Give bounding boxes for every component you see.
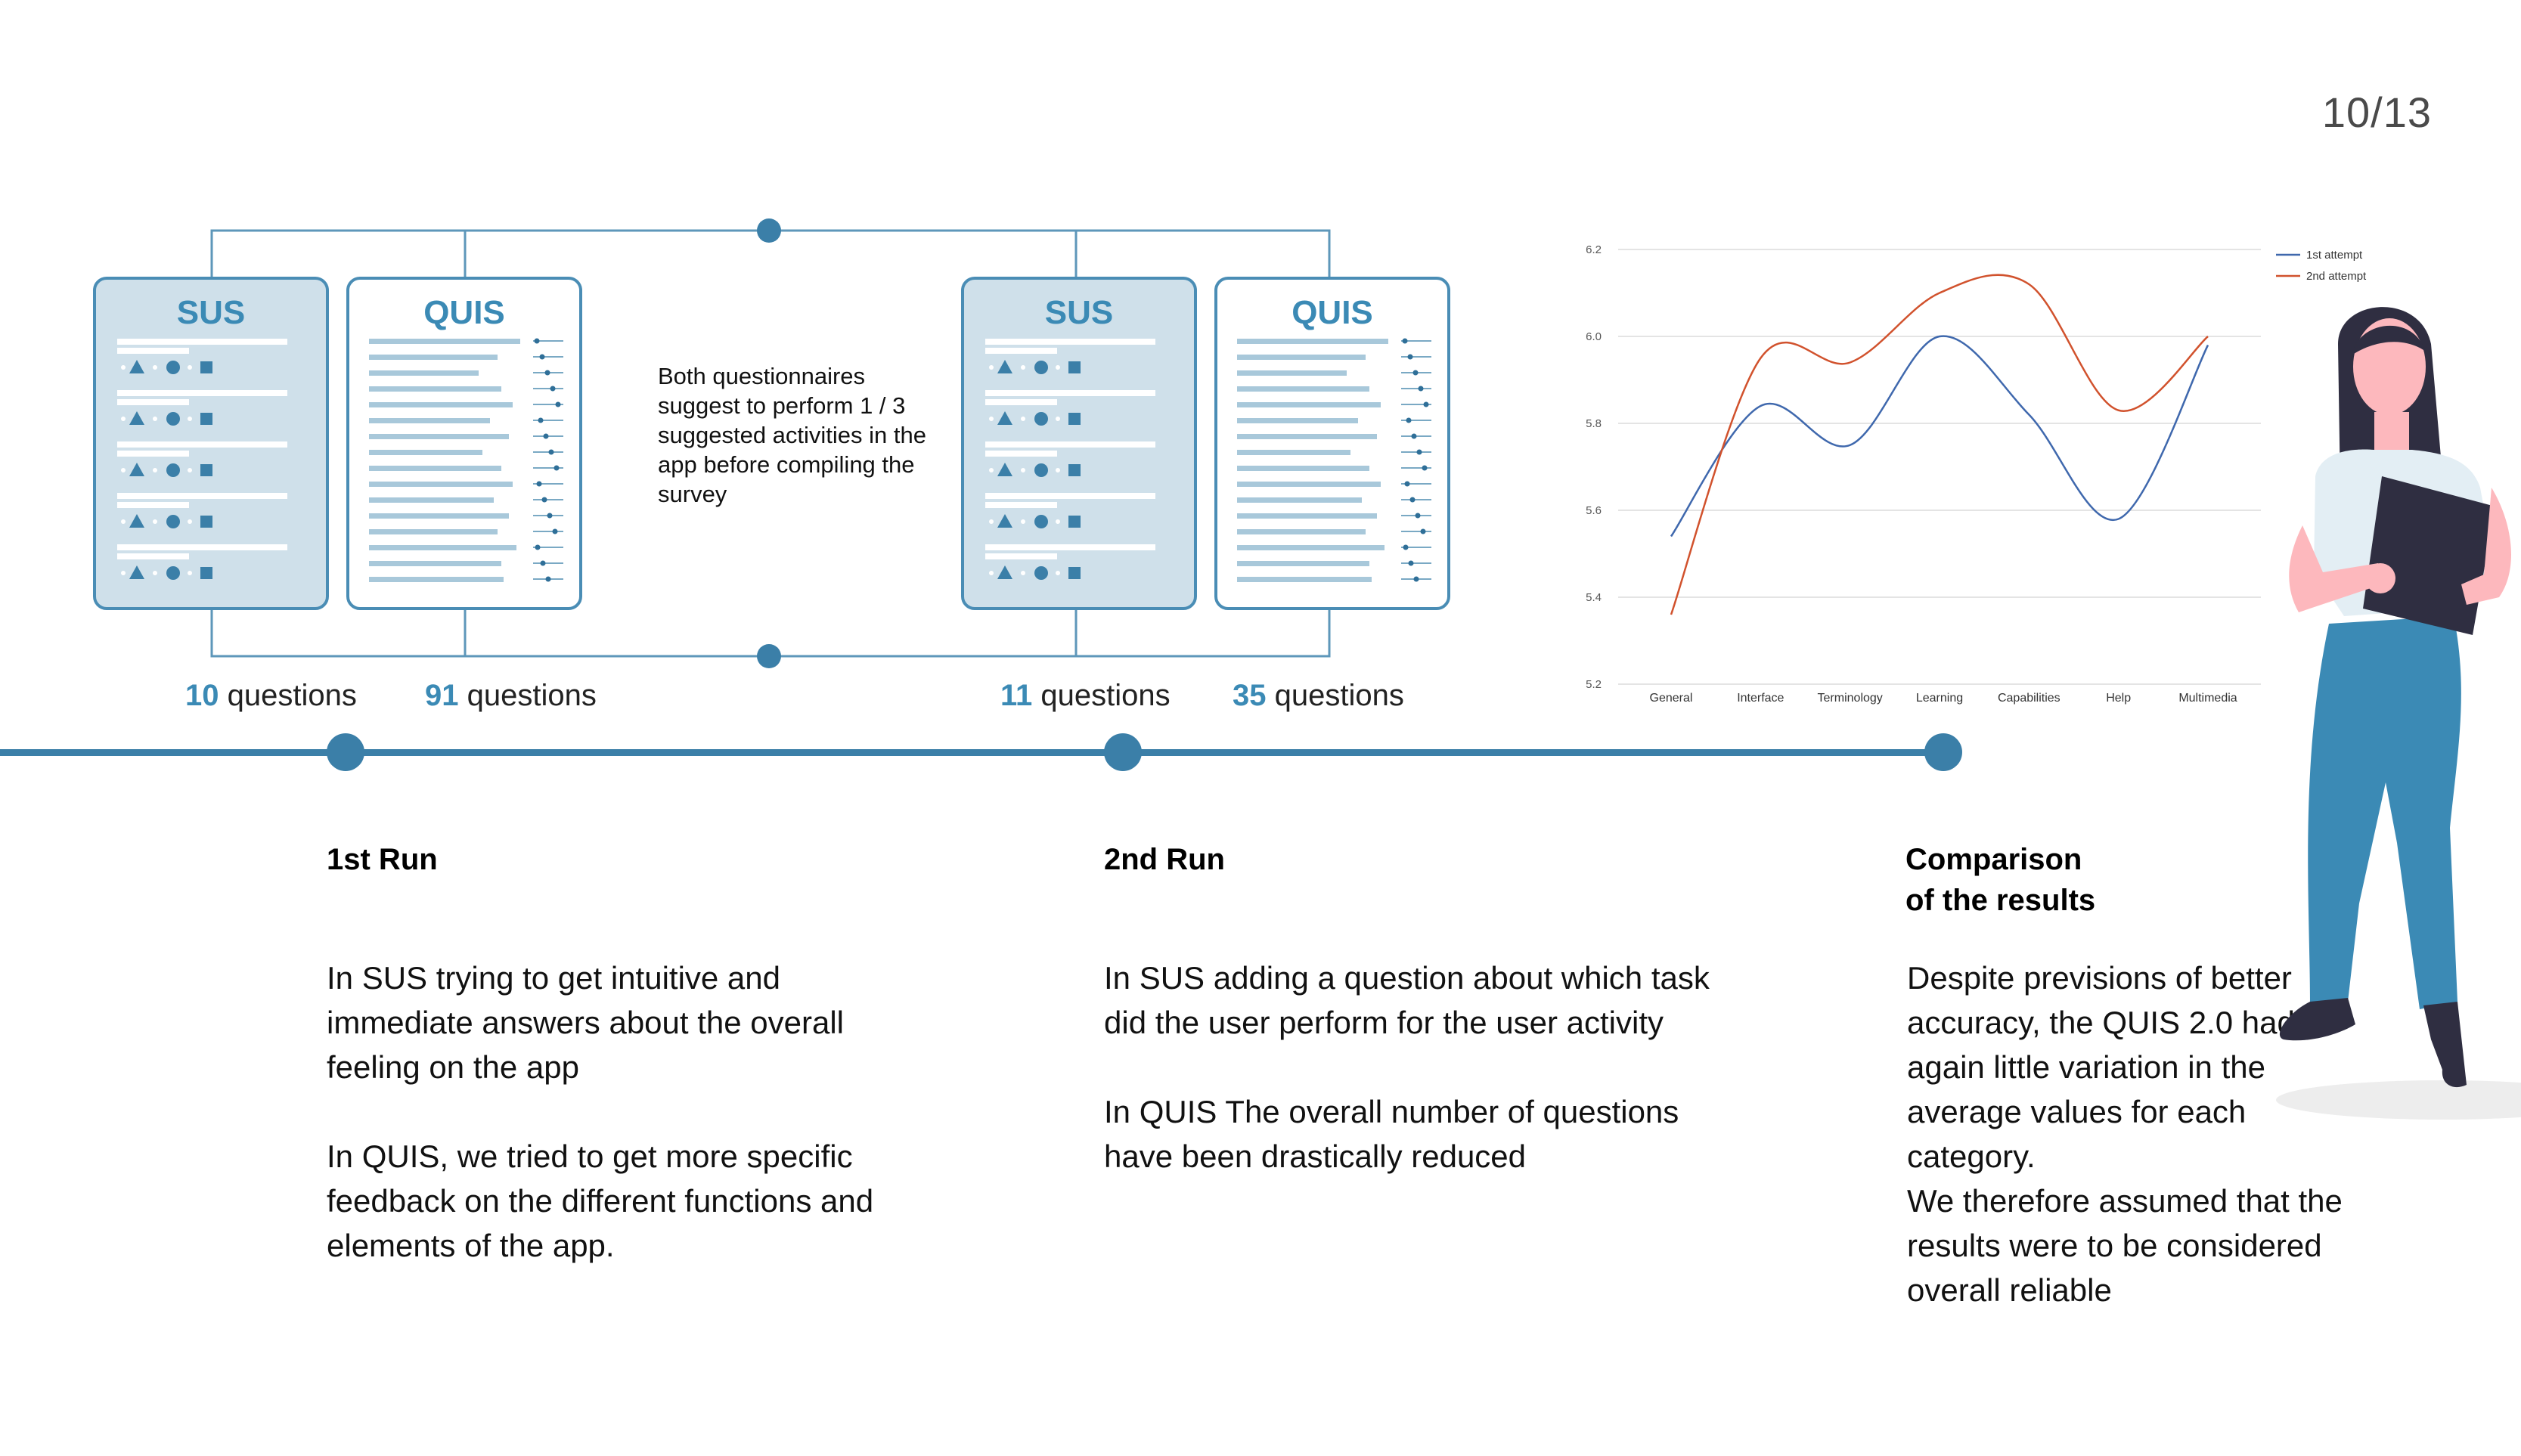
series-line-1 [1670, 335, 2209, 537]
card-title: SUS [1045, 294, 1113, 331]
y-tick-label: 6.2 [1586, 243, 1602, 256]
quis-card-1: QUIS [346, 277, 582, 610]
quis-card-2: QUIS [1214, 277, 1450, 610]
x-tick-label: Learning [1916, 692, 1963, 705]
results-line-chart: 6.2 6.0 5.8 5.6 5.4 5.2 General Interface Termin… [1586, 243, 2367, 705]
sus-card-1: SUS [93, 277, 329, 610]
card-title: SUS [177, 294, 245, 331]
card-title: QUIS [423, 294, 505, 331]
timeline-dot-2nd-run [1104, 733, 1142, 771]
first-run-paragraph: In QUIS, we tried to get more specific f… [327, 1138, 874, 1263]
sus-2-count: 11 questions [1000, 679, 1171, 712]
page-number: 10/13 [2321, 88, 2432, 136]
x-tick-label: Help [2106, 692, 2131, 705]
quis-2-count: 35 questions [1233, 679, 1404, 712]
bangs [2352, 325, 2426, 355]
sus-card-2: SUS [961, 277, 1197, 610]
second-run-title: 2nd Run [1104, 843, 1225, 876]
comparison-paragraph: Despite previsions of better accuracy, t… [1907, 960, 2295, 1174]
connector-top-dot [757, 218, 781, 243]
connector-bottom-dot [757, 644, 781, 668]
second-run-paragraph: In SUS adding a question about which tas… [1104, 960, 1710, 1040]
y-tick-label: 6.0 [1586, 330, 1602, 343]
y-tick-label: 5.6 [1586, 504, 1602, 517]
quis-1-count: 91 questions [425, 679, 597, 712]
x-tick-label: Terminology [1818, 692, 1883, 705]
woman-with-tablet-illustration [2276, 307, 2521, 1120]
y-tick-label: 5.4 [1586, 591, 1602, 604]
legend-label-1: 1st attempt [2306, 249, 2363, 262]
legend-label-2: 2nd attempt [2306, 270, 2367, 283]
figure-shadow [2276, 1080, 2521, 1120]
timeline-line [0, 749, 1943, 756]
questionnaire-diagram: SUS QUIS SUS QUIS [93, 218, 1450, 668]
timeline-dot-comparison [1924, 733, 1962, 771]
hands [2365, 563, 2395, 593]
arm-right [2461, 488, 2512, 605]
x-tick-label: Interface [1737, 692, 1784, 705]
x-tick-label: General [1650, 692, 1693, 705]
y-tick-label: 5.8 [1586, 417, 1602, 430]
tablet [2363, 476, 2495, 635]
y-tick-label: 5.2 [1586, 678, 1602, 691]
second-run-paragraph: In QUIS The overall number of questions … [1104, 1094, 1679, 1174]
pants [2308, 616, 2461, 1009]
first-run-title: 1st Run [327, 843, 438, 876]
comparison-title: Comparison of the results [1905, 843, 2096, 917]
shoe-left [2279, 998, 2355, 1041]
second-run-text: In SUS adding a question about which tas… [1104, 956, 1732, 1223]
x-tick-label: Multimedia [2178, 692, 2237, 705]
x-tick-label: Capabilities [1998, 692, 2061, 705]
first-run-paragraph: In SUS trying to get intuitive and immed… [327, 960, 845, 1085]
comparison-paragraph: We therefore assumed that the results we… [1907, 1183, 2343, 1308]
card-title: QUIS [1292, 294, 1373, 331]
first-run-text: In SUS trying to get intuitive and immed… [327, 956, 916, 1312]
sus-1-count: 10 questions [185, 679, 357, 712]
shoe-right [2423, 1002, 2467, 1088]
comparison-text: Despite previsions of better accuracy, t… [1907, 956, 2353, 1312]
questionnaire-note: Both questionnaires suggest to perform 1… [658, 363, 926, 507]
timeline-dot-1st-run [327, 733, 364, 771]
series-line-2 [1670, 274, 2209, 615]
arm-left [2289, 525, 2382, 612]
